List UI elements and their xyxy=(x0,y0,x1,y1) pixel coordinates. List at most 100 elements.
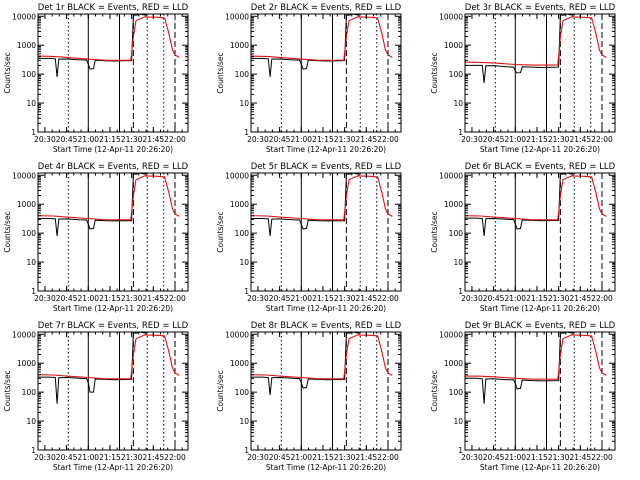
x-tick-label: 21:45 xyxy=(356,453,378,462)
y-tick-label: 10000 xyxy=(439,12,463,21)
y-tick-label: 10 xyxy=(26,258,36,267)
x-tick-label: 20:30 xyxy=(461,135,483,144)
y-tick-label: 100 xyxy=(22,70,37,79)
x-axis-label: Start Time (12-Apr-11 20:26:20) xyxy=(266,304,386,313)
series-lld-line xyxy=(38,16,180,61)
x-tick-label: 22:00 xyxy=(377,294,399,303)
panel-title: Det 7r BLACK = Events, RED = LLD xyxy=(38,321,189,331)
panel-det-2: Det 2r BLACK = Events, RED = LLD 1 10 100 10… xyxy=(216,3,402,154)
panel-det-6: Det 6r BLACK = Events, RED = LLD 1 10 100 10… xyxy=(430,162,616,313)
x-tick-label: 22:00 xyxy=(164,453,186,462)
x-tick-label: 20:45 xyxy=(483,135,505,144)
x-tick-label: 21:30 xyxy=(121,453,143,462)
y-tick-label: 100 xyxy=(22,388,37,397)
panel-det-1: Det 1r BLACK = Events, RED = LLD 1 10 100 10… xyxy=(3,3,189,154)
panel-title: Det 5r BLACK = Events, RED = LLD xyxy=(251,162,402,172)
x-tick-label: 20:30 xyxy=(247,453,269,462)
x-tick-label: 21:00 xyxy=(290,294,312,303)
series-events-line xyxy=(465,173,573,236)
y-tick-label: 10000 xyxy=(12,330,36,339)
x-tick-label: 22:00 xyxy=(591,453,613,462)
y-tick-label: 1 xyxy=(31,446,36,455)
series-events-line xyxy=(251,173,359,236)
panel-det-5: Det 5r BLACK = Events, RED = LLD 1 10 100 10… xyxy=(216,162,402,313)
x-tick-label: 21:15 xyxy=(312,294,334,303)
x-tick-label: 20:30 xyxy=(247,135,269,144)
panel-det-7: Det 7r BLACK = Events, RED = LLD 1 10 100 10… xyxy=(3,321,189,472)
x-tick-label: 20:45 xyxy=(269,135,291,144)
x-tick-label: 21:45 xyxy=(356,294,378,303)
panel-det-4: Det 4r BLACK = Events, RED = LLD 1 10 100 10… xyxy=(3,162,189,313)
x-tick-label: 21:30 xyxy=(548,294,570,303)
y-tick-label: 100 xyxy=(235,70,250,79)
x-tick-label: 20:45 xyxy=(483,453,505,462)
x-axis-label: Start Time (12-Apr-11 20:26:20) xyxy=(53,463,173,472)
y-tick-label: 1000 xyxy=(444,200,463,209)
y-tick-label: 10 xyxy=(239,417,249,426)
x-tick-label: 21:45 xyxy=(143,294,165,303)
x-tick-label: 21:45 xyxy=(143,453,165,462)
y-tick-label: 100 xyxy=(449,388,464,397)
panel-det-8: Det 8r BLACK = Events, RED = LLD 1 10 100 10… xyxy=(216,321,402,472)
y-tick-label: 10 xyxy=(26,99,36,108)
y-tick-label: 10 xyxy=(453,258,463,267)
panel-title: Det 8r BLACK = Events, RED = LLD xyxy=(251,321,402,331)
x-tick-label: 21:45 xyxy=(356,135,378,144)
series-events-line xyxy=(465,332,573,404)
x-tick-label: 21:00 xyxy=(504,294,526,303)
x-axis-label: Start Time (12-Apr-11 20:26:20) xyxy=(480,304,600,313)
y-axis-label: Counts/sec xyxy=(3,52,12,93)
x-tick-label: 20:30 xyxy=(247,294,269,303)
x-tick-label: 21:15 xyxy=(99,453,121,462)
plot-frame xyxy=(37,172,189,292)
x-tick-label: 21:00 xyxy=(290,135,312,144)
y-tick-label: 100 xyxy=(22,229,37,238)
x-tick-label: 21:15 xyxy=(526,294,548,303)
plot-frame xyxy=(464,172,616,292)
panel-title: Det 9r BLACK = Events, RED = LLD xyxy=(465,321,616,331)
x-tick-label: 21:00 xyxy=(77,135,99,144)
x-tick-label: 20:30 xyxy=(461,453,483,462)
series-events-line xyxy=(465,14,573,83)
y-tick-label: 100 xyxy=(449,229,464,238)
x-axis-label: Start Time (12-Apr-11 20:26:20) xyxy=(53,145,173,154)
series-events-line xyxy=(251,14,359,77)
y-tick-label: 1 xyxy=(31,287,36,296)
plot-frame xyxy=(464,13,616,133)
y-tick-label: 1 xyxy=(31,128,36,137)
x-tick-label: 20:45 xyxy=(56,453,78,462)
x-axis-label: Start Time (12-Apr-11 20:26:20) xyxy=(266,463,386,472)
y-tick-label: 1000 xyxy=(17,359,36,368)
x-tick-label: 21:45 xyxy=(143,135,165,144)
x-tick-label: 20:30 xyxy=(34,453,56,462)
x-axis-label: Start Time (12-Apr-11 20:26:20) xyxy=(266,145,386,154)
y-tick-label: 100 xyxy=(235,388,250,397)
y-axis-label: Counts/sec xyxy=(430,370,439,411)
plot-frame xyxy=(37,13,189,133)
x-tick-label: 21:30 xyxy=(334,294,356,303)
plot-frame xyxy=(250,331,402,451)
y-tick-label: 1000 xyxy=(444,359,463,368)
y-tick-label: 10000 xyxy=(12,12,36,21)
y-tick-label: 1000 xyxy=(230,359,249,368)
series-lld-line xyxy=(38,334,180,380)
y-tick-label: 10000 xyxy=(225,171,249,180)
panel-title: Det 6r BLACK = Events, RED = LLD xyxy=(465,162,616,172)
panel-det-3: Det 3r BLACK = Events, RED = LLD 1 10 100 10… xyxy=(430,3,616,154)
x-tick-label: 21:00 xyxy=(77,294,99,303)
series-events-line xyxy=(251,332,359,395)
y-tick-label: 10 xyxy=(453,99,463,108)
series-lld-line xyxy=(251,175,393,221)
series-lld-line xyxy=(251,334,393,380)
x-tick-label: 21:30 xyxy=(121,294,143,303)
x-tick-label: 20:45 xyxy=(56,294,78,303)
x-tick-label: 21:45 xyxy=(570,453,592,462)
x-tick-label: 20:45 xyxy=(269,294,291,303)
x-tick-label: 20:30 xyxy=(34,294,56,303)
panel-det-9: Det 9r BLACK = Events, RED = LLD 1 10 100 10… xyxy=(430,321,616,472)
x-tick-label: 21:30 xyxy=(548,453,570,462)
y-tick-label: 10000 xyxy=(439,171,463,180)
plot-frame xyxy=(250,172,402,292)
x-tick-label: 21:30 xyxy=(334,453,356,462)
y-tick-label: 10 xyxy=(239,258,249,267)
